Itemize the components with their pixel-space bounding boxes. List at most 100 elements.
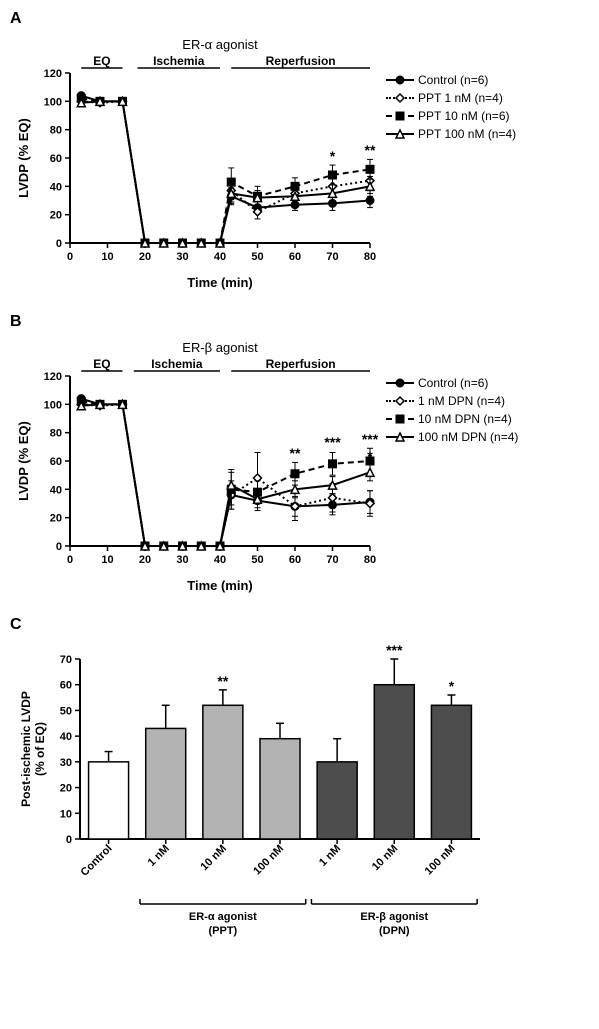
- svg-text:ER-α agonist: ER-α agonist: [182, 37, 258, 52]
- svg-text:Ischemia: Ischemia: [153, 54, 205, 68]
- svg-text:70: 70: [326, 251, 338, 263]
- svg-text:60: 60: [50, 153, 62, 165]
- svg-text:20: 20: [139, 554, 151, 566]
- svg-text:**: **: [365, 142, 376, 158]
- svg-text:Time (min): Time (min): [187, 275, 253, 290]
- svg-text:Reperfusion: Reperfusion: [266, 357, 336, 371]
- legend-item: 1 nM DPN (n=4): [386, 394, 518, 408]
- svg-text:*: *: [367, 448, 373, 464]
- svg-text:80: 80: [50, 428, 62, 440]
- svg-text:10: 10: [101, 251, 113, 263]
- svg-text:1 nM: 1 nM: [146, 843, 172, 869]
- svg-text:*: *: [449, 678, 455, 694]
- svg-text:80: 80: [50, 125, 62, 137]
- svg-text:50: 50: [251, 554, 263, 566]
- svg-text:Ischemia: Ischemia: [151, 357, 203, 371]
- svg-text:60: 60: [50, 456, 62, 468]
- legend-item: 100 nM DPN (n=4): [386, 430, 518, 444]
- svg-text:100: 100: [44, 399, 62, 411]
- svg-text:**: **: [290, 445, 301, 461]
- svg-text:Reperfusion: Reperfusion: [266, 54, 336, 68]
- svg-text:20: 20: [60, 783, 72, 795]
- svg-text:***: ***: [324, 434, 341, 450]
- svg-text:*: *: [330, 148, 336, 164]
- legend-item: 10 nM DPN (n=4): [386, 412, 518, 426]
- svg-text:80: 80: [364, 554, 376, 566]
- svg-text:LVDP (% EQ): LVDP (% EQ): [16, 118, 31, 198]
- svg-text:ER-α agonist: ER-α agonist: [189, 911, 257, 923]
- svg-text:30: 30: [176, 554, 188, 566]
- svg-text:10: 10: [101, 554, 113, 566]
- svg-text:30: 30: [60, 757, 72, 769]
- legend-label: 10 nM DPN (n=4): [418, 412, 512, 426]
- svg-text:40: 40: [50, 181, 62, 193]
- svg-text:ER-β agonist: ER-β agonist: [182, 340, 258, 355]
- svg-text:0: 0: [67, 251, 73, 263]
- svg-text:40: 40: [60, 731, 72, 743]
- svg-text:70: 70: [60, 654, 72, 666]
- legend-item: Control (n=6): [386, 73, 516, 87]
- svg-text:10: 10: [60, 808, 72, 820]
- svg-text:70: 70: [326, 554, 338, 566]
- svg-text:20: 20: [50, 513, 62, 525]
- legend-label: Control (n=6): [418, 73, 488, 87]
- panel-b-label: B: [10, 313, 599, 331]
- svg-text:*: *: [330, 459, 336, 475]
- svg-text:Post-ischemic LVDP: Post-ischemic LVDP: [19, 691, 33, 807]
- svg-text:(PPT): (PPT): [208, 925, 237, 937]
- svg-text:60: 60: [289, 554, 301, 566]
- svg-text:100 nM: 100 nM: [251, 843, 286, 878]
- legend-label: Control (n=6): [418, 376, 488, 390]
- svg-text:Control: Control: [79, 843, 115, 879]
- svg-text:40: 40: [214, 251, 226, 263]
- svg-text:EQ: EQ: [93, 357, 110, 371]
- panel-a-label: A: [10, 10, 599, 28]
- svg-text:**: **: [217, 673, 228, 689]
- svg-text:120: 120: [44, 68, 62, 80]
- svg-text:50: 50: [251, 251, 263, 263]
- svg-text:120: 120: [44, 371, 62, 383]
- svg-text:60: 60: [60, 680, 72, 692]
- svg-text:***: ***: [386, 642, 403, 658]
- svg-text:60: 60: [289, 251, 301, 263]
- svg-text:LVDP (% EQ): LVDP (% EQ): [16, 421, 31, 501]
- svg-text:0: 0: [56, 238, 62, 250]
- svg-text:(DPN): (DPN): [379, 925, 410, 937]
- svg-text:10 nM: 10 nM: [198, 843, 229, 874]
- svg-text:40: 40: [214, 554, 226, 566]
- chart-a-svg: ER-α agonist EQ Ischemia Reperfusion 0 10 20 30…: [10, 33, 380, 293]
- svg-text:40: 40: [50, 484, 62, 496]
- svg-text:ER-β agonist: ER-β agonist: [360, 911, 428, 923]
- chart-b-svg: ER-β agonist EQ Ischemia Reperfusion 0 10 20 30…: [10, 336, 380, 596]
- panel-b: B ER-β agonist EQ Ischemia Reperfusion 0 10 20…: [10, 313, 599, 596]
- svg-text:20: 20: [50, 210, 62, 222]
- svg-text:1 nM: 1 nM: [317, 843, 343, 869]
- svg-text:0: 0: [66, 834, 72, 846]
- legend-item: PPT 10 nM (n=6): [386, 109, 516, 123]
- panel-a: A ER-α agonist EQ Ischemia Reperfusion 0 10 20…: [10, 10, 599, 293]
- legend-item: PPT 100 nM (n=4): [386, 127, 516, 141]
- legend-item: Control (n=6): [386, 376, 518, 390]
- legend-label: 100 nM DPN (n=4): [418, 430, 518, 444]
- svg-text:100 nM: 100 nM: [423, 843, 458, 878]
- legend-b: Control (n=6) 1 nM DPN (n=4) 10 nM DPN (n=…: [386, 376, 518, 448]
- panel-c: C 0 10 20 30 40 50 60 70 Post-ischemic LVDP(% of…: [10, 616, 599, 964]
- svg-text:100: 100: [44, 96, 62, 108]
- chart-c-svg: 0 10 20 30 40 50 60 70 Post-ischemic LVDP(% of E…: [10, 639, 490, 959]
- svg-text:0: 0: [67, 554, 73, 566]
- svg-text:0: 0: [56, 541, 62, 553]
- legend-item: PPT 1 nM (n=4): [386, 91, 516, 105]
- svg-text:20: 20: [139, 251, 151, 263]
- panel-c-label: C: [10, 616, 599, 634]
- svg-text:***: ***: [362, 431, 379, 447]
- svg-text:(% of EQ): (% of EQ): [33, 722, 47, 776]
- svg-text:80: 80: [364, 251, 376, 263]
- svg-text:50: 50: [60, 705, 72, 717]
- legend-label: PPT 10 nM (n=6): [418, 109, 510, 123]
- legend-label: PPT 1 nM (n=4): [418, 91, 503, 105]
- legend-label: 1 nM DPN (n=4): [418, 394, 505, 408]
- svg-text:Time (min): Time (min): [187, 578, 253, 593]
- legend-label: PPT 100 nM (n=4): [418, 127, 516, 141]
- svg-text:EQ: EQ: [93, 54, 110, 68]
- svg-text:30: 30: [176, 251, 188, 263]
